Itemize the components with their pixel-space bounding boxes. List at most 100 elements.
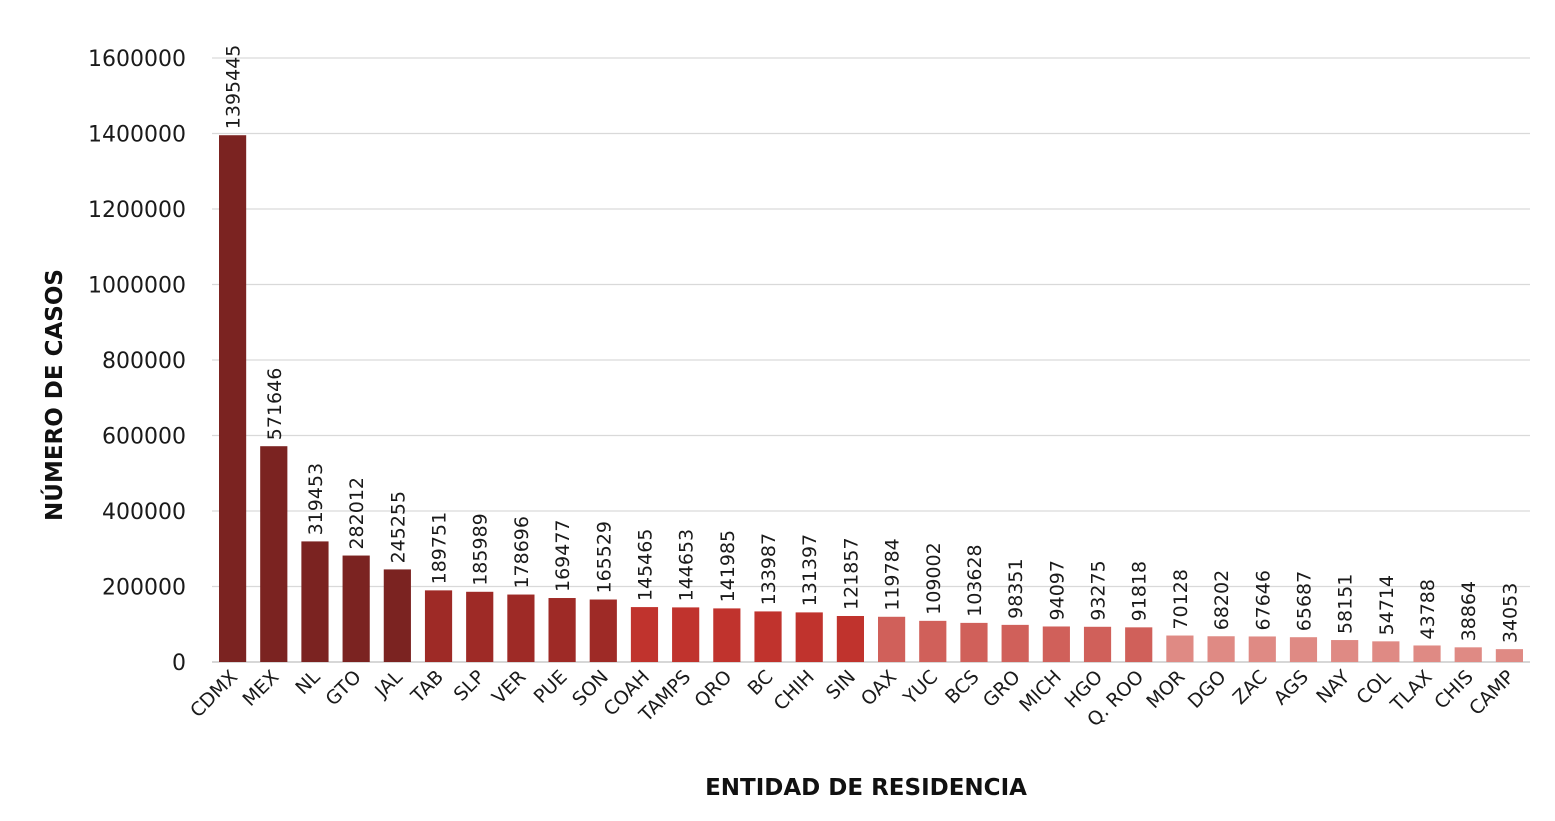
data-label: 1395445: [223, 45, 245, 130]
x-tick-label: MICH: [1015, 666, 1066, 717]
y-tick-label: 200000: [102, 576, 186, 601]
data-label: 38864: [1458, 581, 1480, 641]
data-label: 282012: [346, 477, 368, 550]
data-label: 319453: [305, 463, 327, 536]
x-tick-label: JAL: [370, 666, 407, 703]
bar-chih: [795, 612, 823, 662]
bar-jal: [383, 569, 411, 662]
bar-tamps: [672, 607, 700, 662]
bar-zac: [1248, 636, 1276, 662]
data-label: 133987: [758, 533, 780, 606]
bar-gro: [1001, 624, 1029, 662]
data-label: 54714: [1376, 575, 1398, 635]
x-tick-label: CAMP: [1465, 666, 1519, 720]
bar-q-roo: [1125, 627, 1153, 662]
y-axis-title: NÚMERO DE CASOS: [40, 269, 68, 521]
x-tick-label: PUE: [530, 666, 572, 708]
bar-ags: [1289, 637, 1318, 662]
bar-cdmx: [219, 135, 247, 663]
data-label: 109002: [923, 542, 945, 615]
data-label: 34053: [1499, 583, 1521, 643]
data-label: 94097: [1046, 560, 1068, 620]
data-label: 185989: [470, 513, 492, 586]
y-tick-label: 1400000: [88, 123, 186, 148]
x-tick-label: YUC: [899, 666, 943, 710]
data-label: 93275: [1088, 560, 1110, 620]
bar-tab: [424, 590, 453, 662]
data-label: 571646: [264, 368, 286, 441]
bar-bc: [754, 611, 782, 662]
x-tick-label: TLAX: [1386, 666, 1437, 717]
bar-camp: [1495, 649, 1523, 662]
bar-slp: [466, 591, 494, 662]
y-tick-label: 1200000: [88, 198, 186, 223]
data-label: 119784: [882, 538, 904, 611]
x-tick-label: BCS: [941, 666, 983, 708]
x-tick-label: GRO: [979, 666, 1025, 712]
data-label: 245255: [387, 491, 409, 564]
data-label: 91818: [1129, 561, 1151, 621]
bar-nl: [301, 541, 329, 662]
y-tick-labels: 0 200000 400000 600000 800000 1000000 1200000 1…: [88, 47, 186, 676]
bar-mex: [260, 446, 288, 662]
data-labels: 1395445 571646 319453 282012 245255 189751 185…: [223, 45, 1522, 644]
x-tick-label: CDMX: [186, 666, 242, 722]
data-label: 165529: [593, 521, 615, 594]
y-tick-label: 1000000: [88, 274, 186, 299]
x-tick-label: DGO: [1184, 666, 1231, 713]
data-label: 189751: [429, 512, 451, 585]
data-label: 67646: [1252, 570, 1274, 630]
data-label: 98351: [1005, 558, 1027, 618]
x-tick-label: NL: [291, 666, 324, 699]
y-tick-label: 0: [172, 651, 186, 676]
bar-coah: [630, 607, 659, 662]
bar-qro: [713, 608, 741, 662]
bar-mor: [1166, 635, 1194, 662]
data-label: 68202: [1211, 570, 1233, 630]
y-tick-label: 800000: [102, 349, 186, 374]
bars: [219, 135, 1523, 663]
bar-pue: [548, 598, 576, 662]
x-tick-label: NAY: [1312, 666, 1354, 708]
x-tick-label: ZAC: [1229, 666, 1272, 709]
x-tick-label: GTO: [321, 666, 365, 710]
x-tick-label: BC: [744, 666, 778, 700]
bar-son: [589, 599, 617, 662]
data-label: 58151: [1335, 574, 1357, 634]
x-tick-label: TAB: [406, 666, 448, 708]
bar-sin: [836, 615, 864, 662]
x-tick-label: MOR: [1142, 666, 1189, 713]
bar-mich: [1042, 626, 1070, 662]
x-tick-label: SLP: [450, 666, 490, 706]
data-label: 169477: [552, 519, 574, 592]
data-label: 141985: [717, 530, 739, 603]
bar-hgo: [1083, 626, 1112, 662]
bar-nay: [1331, 640, 1359, 662]
data-label: 65687: [1293, 571, 1315, 631]
bar-ver: [507, 594, 535, 662]
y-tick-label: 1600000: [88, 47, 186, 72]
bar-gto: [342, 555, 370, 662]
bar-tlax: [1413, 645, 1441, 662]
data-label: 43788: [1417, 579, 1439, 639]
data-label: 131397: [799, 534, 821, 607]
bar-yuc: [919, 620, 947, 662]
x-tick-label: QRO: [690, 666, 736, 712]
x-axis-title: ENTIDAD DE RESIDENCIA: [705, 775, 1027, 801]
x-tick-label: AGS: [1270, 666, 1313, 709]
x-tick-label: SIN: [822, 666, 860, 704]
y-tick-label: 400000: [102, 500, 186, 525]
data-label: 121857: [840, 537, 862, 610]
x-tick-label: OAX: [857, 666, 901, 710]
data-label: 178696: [511, 516, 533, 589]
data-label: 103628: [964, 544, 986, 617]
data-label: 145465: [634, 529, 656, 602]
bar-bcs: [960, 622, 988, 662]
y-tick-label: 600000: [102, 425, 186, 450]
bar-dgo: [1207, 636, 1235, 662]
x-tick-label: VER: [488, 666, 531, 709]
x-tick-label: CHIH: [770, 666, 819, 715]
